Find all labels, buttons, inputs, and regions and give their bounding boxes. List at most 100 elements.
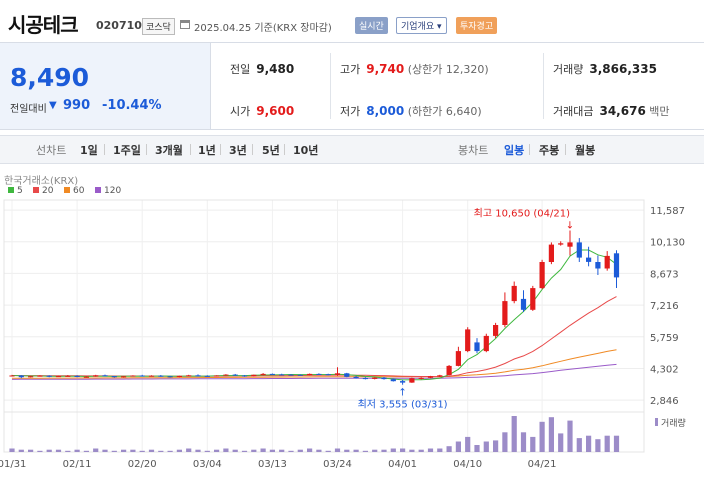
tab-5y[interactable]: 5년	[262, 144, 280, 157]
tab-1y[interactable]: 1년	[198, 144, 216, 157]
price-panel: 8,490 전일대비 ▼ 990 -10.44% 전일 9,480 시가 9,600…	[0, 42, 704, 130]
volume-bar	[595, 439, 601, 452]
prev-close-label: 전일	[230, 63, 251, 76]
candle-body	[586, 257, 592, 262]
company-overview-button[interactable]: 기업개요 ▾	[396, 17, 447, 34]
moving-averages	[11, 249, 617, 381]
candle-body	[279, 374, 285, 376]
tab-divider	[529, 144, 530, 155]
x-tick-label: 03/13	[258, 459, 287, 470]
candle-body	[111, 376, 117, 378]
candle-body	[28, 376, 34, 378]
candle-body	[139, 375, 145, 377]
tab-line-chart[interactable]: 선차트	[36, 144, 67, 157]
volume-bar	[158, 450, 164, 452]
volume-bar	[111, 450, 117, 452]
x-tick-label: 01/31	[0, 459, 26, 470]
investment-warning-badge[interactable]: 투자경고	[456, 17, 498, 34]
prev-close: 전일 9,480	[230, 61, 294, 77]
candle-body	[334, 373, 341, 375]
candle-body	[37, 375, 43, 377]
candlestick-chart: 한국거래소(KRX) 5 20 60 120 2,846 4,302 5,759 7,216…	[0, 175, 686, 470]
volume-bar	[418, 449, 424, 452]
tab-divider	[104, 144, 105, 155]
ma-legend: 5 20 60 120	[8, 186, 121, 196]
volume-label: 거래량	[553, 63, 584, 76]
x-tick-label: 03/24	[323, 459, 352, 470]
volume-bar	[604, 435, 610, 452]
candle-body	[427, 376, 434, 378]
candle-body	[260, 373, 266, 375]
volume-bar	[121, 449, 127, 452]
tab-1w[interactable]: 1주일	[113, 144, 141, 157]
stock-code: 020710	[96, 19, 142, 32]
high-price: 고가 9,740 (상한가 12,320)	[340, 61, 489, 77]
stock-header: 시공테크 020710 코스닥 2025.04.25 기준(KRX 장마감) 실…	[0, 0, 704, 40]
x-tick-label: 02/20	[128, 459, 157, 470]
tab-divider	[565, 144, 566, 155]
candle-body	[409, 378, 415, 383]
candle-body	[595, 262, 601, 269]
volume-bar	[483, 441, 489, 452]
tab-monthly[interactable]: 월봉	[575, 144, 596, 157]
candle-body	[483, 335, 489, 352]
volume-bar	[567, 420, 573, 452]
candle-body	[186, 375, 192, 377]
current-price-box: 8,490 전일대비 ▼ 990 -10.44%	[0, 43, 211, 129]
high-arrow-icon: ↓	[566, 220, 574, 231]
candle-body	[18, 375, 24, 378]
prev-close-value: 9,480	[256, 62, 295, 76]
candle-body	[55, 376, 62, 378]
ma-legend-label: 5	[17, 186, 23, 196]
tab-daily[interactable]: 일봉	[504, 144, 525, 157]
candle-body	[158, 375, 164, 377]
candle-body	[195, 375, 201, 377]
realtime-button[interactable]: 실시간	[355, 17, 388, 34]
tab-candle-chart[interactable]: 봉차트	[458, 144, 489, 157]
tab-10y[interactable]: 10년	[293, 144, 319, 157]
candle-body	[344, 373, 350, 377]
tab-3m[interactable]: 3개월	[155, 144, 183, 157]
y-tick-label: 8,673	[650, 269, 679, 280]
candle-body	[325, 374, 331, 376]
volume-bar	[37, 450, 43, 452]
candle-body	[288, 374, 294, 376]
lower-limit: (하한가 6,640)	[407, 105, 482, 118]
y-tick-label: 10,130	[650, 238, 685, 249]
candle-body	[567, 242, 573, 247]
candle-body	[530, 288, 536, 310]
high-label: 고가	[340, 63, 361, 76]
candle-body	[74, 375, 80, 377]
candle-body	[400, 381, 406, 383]
current-price: 8,490	[10, 63, 90, 92]
volume-bar	[455, 441, 461, 452]
volume-bar	[344, 449, 350, 452]
volume-bar	[204, 450, 210, 452]
tab-3y[interactable]: 3년	[229, 144, 247, 157]
volume-value: 3,866,335	[589, 62, 657, 76]
source-label: 한국거래소(KRX)	[4, 175, 78, 187]
candle-body	[241, 375, 248, 377]
volume-bar	[353, 449, 359, 452]
volume-bar	[28, 449, 34, 452]
ma-legend-swatch	[95, 187, 101, 193]
candle-body	[455, 351, 461, 366]
tab-1d[interactable]: 1일	[80, 144, 98, 157]
volume-bar	[446, 446, 452, 452]
candle-body	[251, 374, 257, 377]
candle-body	[176, 375, 182, 377]
candle-body	[576, 242, 582, 258]
divider	[330, 53, 331, 119]
amount-value: 34,676	[599, 104, 646, 118]
amount-label: 거래대금	[553, 105, 594, 118]
candle-body	[548, 244, 554, 262]
tab-weekly[interactable]: 주봉	[539, 144, 560, 157]
candle-body	[502, 301, 508, 325]
volume-bar	[362, 450, 368, 452]
volume-bar	[269, 449, 275, 452]
candle-body	[474, 342, 480, 352]
volume-bar	[186, 448, 192, 452]
date-info: 2025.04.25 기준(KRX 장마감)	[194, 23, 332, 34]
candle-body	[418, 377, 424, 379]
low-price: 저가 8,000 (하한가 6,640)	[340, 103, 482, 119]
